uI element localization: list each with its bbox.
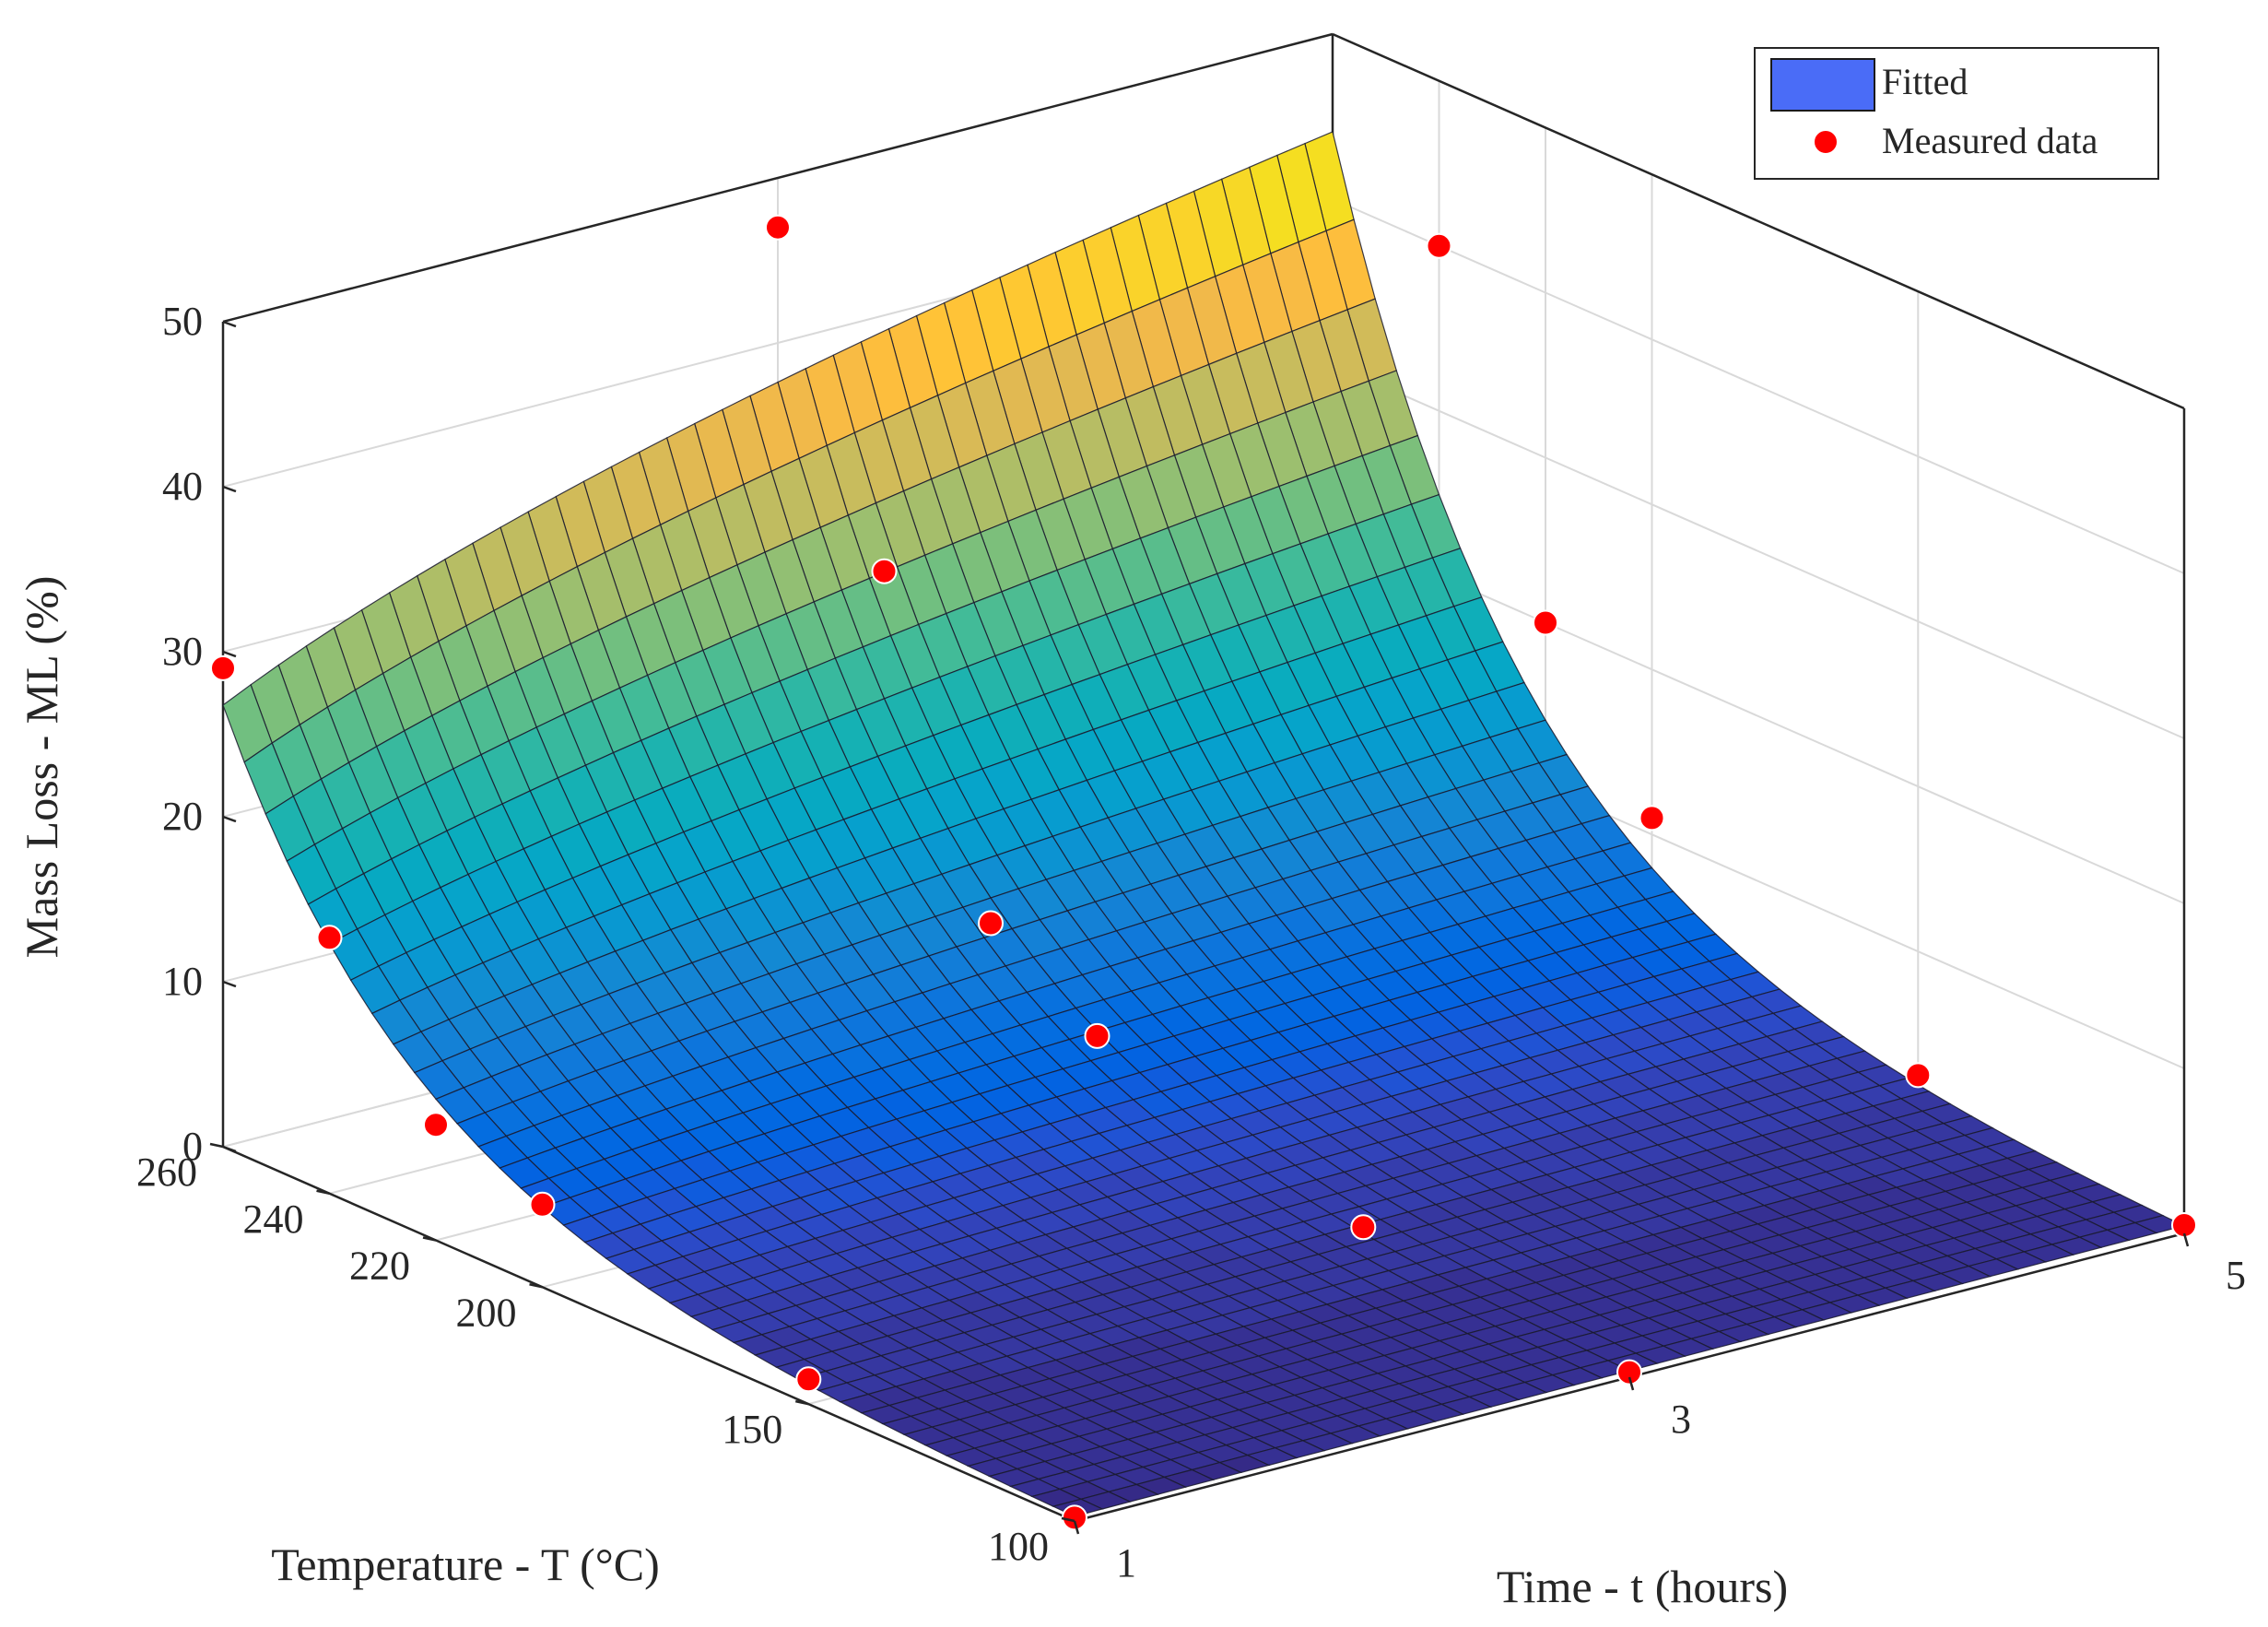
measured-point: [423, 1112, 449, 1138]
z-tick-label: 20: [162, 794, 203, 839]
measured-points: [210, 214, 2197, 1531]
measured-point: [978, 910, 1004, 937]
T-tick-label: 260: [136, 1150, 197, 1195]
t-tick-mark: [1073, 1520, 1080, 1535]
measured-point: [1084, 1022, 1110, 1049]
t-tick-label: 5: [2226, 1253, 2246, 1298]
legend-measured-label: Measured data: [1882, 120, 2098, 161]
z-tick-mark: [222, 650, 237, 658]
T-tick-label: 150: [722, 1407, 782, 1452]
measured-point: [795, 1366, 822, 1393]
z-tick-mark: [222, 320, 237, 328]
z-tick-label: 30: [162, 629, 203, 674]
y-axis-title: Temperature - T (°C): [271, 1539, 659, 1590]
z-tick-label: 10: [162, 959, 203, 1004]
T-tick-label: 100: [988, 1524, 1049, 1569]
z-tick-mark: [222, 980, 237, 988]
t-tick-mark: [1628, 1376, 1635, 1391]
axis-edge: [222, 32, 1334, 324]
T-tick-mark: [529, 1283, 543, 1289]
T-tick-mark: [422, 1236, 437, 1242]
axis-edge: [1332, 32, 2185, 410]
T-tick-mark: [1061, 1516, 1075, 1523]
measured-point: [1350, 1214, 1377, 1241]
T-tick-label: 200: [456, 1290, 517, 1335]
measured-point: [210, 654, 236, 681]
t-tick-label: 3: [1671, 1397, 1691, 1442]
measured-point: [1533, 609, 1558, 636]
measured-point: [871, 558, 898, 584]
z-tick-mark: [222, 1145, 237, 1153]
z-tick-mark: [222, 485, 237, 493]
measured-point: [765, 214, 791, 241]
x-axis-title: Time - t (hours): [1497, 1561, 1788, 1612]
t-tick-label: 1: [1116, 1540, 1136, 1586]
axis-edge: [222, 1145, 1075, 1523]
measured-point: [1616, 1359, 1642, 1385]
tick-labels: 0 10 20 30 40 50 100 150 200 220 240 260 1 3 5: [136, 299, 2246, 1586]
T-tick-label: 220: [349, 1244, 410, 1289]
T-tick-label: 240: [243, 1197, 304, 1242]
measured-point: [1639, 805, 1665, 831]
measured-point: [529, 1191, 556, 1218]
legend-fitted-swatch: [1770, 58, 1875, 112]
z-tick-label: 40: [162, 464, 203, 509]
measured-point: [316, 925, 343, 951]
fitted-surface: [222, 131, 2186, 1517]
measured-point: [1905, 1062, 1932, 1089]
z-tick-label: 50: [162, 299, 203, 344]
T-tick-mark: [794, 1399, 809, 1406]
t-tick-mark: [2182, 1232, 2190, 1247]
T-tick-mark: [316, 1189, 330, 1195]
z-axis-title: Mass Loss - ML (%): [16, 576, 67, 959]
measured-point: [1062, 1504, 1087, 1531]
legend-measured-marker: [1813, 129, 1839, 155]
T-tick-mark: [209, 1142, 224, 1149]
z-tick-label: 0: [182, 1124, 203, 1169]
measured-point: [1426, 232, 1452, 259]
z-tick-mark: [222, 815, 237, 823]
legend: Fitted Measured data: [1754, 47, 2159, 180]
legend-fitted-label: Fitted: [1882, 61, 1968, 102]
